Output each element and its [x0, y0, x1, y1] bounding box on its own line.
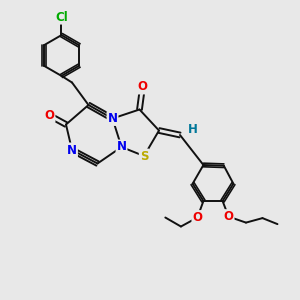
- Text: O: O: [137, 80, 148, 94]
- Text: S: S: [140, 149, 148, 163]
- Text: N: N: [67, 143, 77, 157]
- Text: N: N: [107, 112, 118, 125]
- Text: N: N: [116, 140, 127, 154]
- Text: H: H: [188, 123, 197, 136]
- Text: O: O: [224, 210, 234, 223]
- Text: O: O: [192, 211, 203, 224]
- Text: Cl: Cl: [55, 11, 68, 24]
- Text: O: O: [44, 109, 55, 122]
